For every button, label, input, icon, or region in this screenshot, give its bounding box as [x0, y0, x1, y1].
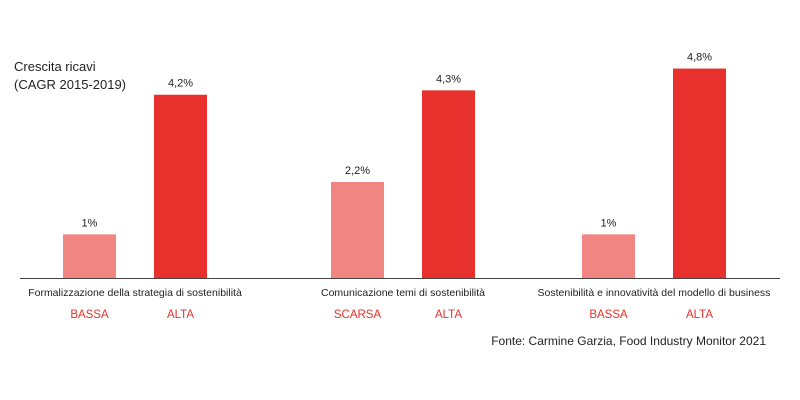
group-label-1: Formalizzazione della strategia di soste…: [28, 287, 242, 299]
data-label-2-1: 2,2%: [345, 165, 370, 177]
group-label-2: Comunicazione temi di sostenibilità: [321, 287, 485, 299]
bar-1-bassa: [63, 234, 116, 278]
plot-area: 1% BASSA 4,2% ALTA Formalizzazione della str…: [20, 52, 780, 321]
category-label-3-1: BASSA: [589, 309, 628, 321]
group-label-3: Sostenibilità e innovatività del modello…: [538, 287, 771, 299]
data-label-1-2: 4,2%: [168, 78, 193, 90]
data-label-3-1: 1%: [601, 217, 617, 229]
data-label-1-1: 1%: [82, 217, 98, 229]
bar-2-alta: [422, 90, 475, 278]
data-label-3-2: 4,8%: [687, 52, 712, 64]
source-note: Fonte: Carmine Garzia, Food Industry Mon…: [491, 334, 766, 348]
data-label-2-2: 4,3%: [436, 73, 461, 85]
bar-1-alta: [154, 94, 207, 279]
category-label-2-2: ALTA: [435, 309, 462, 321]
category-label-3-2: ALTA: [686, 309, 713, 321]
y-axis-title-line-2: (CAGR 2015-2019): [14, 77, 126, 92]
category-label-1-2: ALTA: [167, 309, 194, 321]
bar-2-scarsa: [331, 182, 384, 278]
bar-3-bassa: [582, 234, 635, 278]
bar-3-alta: [673, 68, 726, 278]
category-label-1-1: BASSA: [70, 309, 109, 321]
category-label-2-1: SCARSA: [334, 309, 382, 321]
y-axis-title-line-1: Crescita ricavi: [14, 59, 96, 74]
